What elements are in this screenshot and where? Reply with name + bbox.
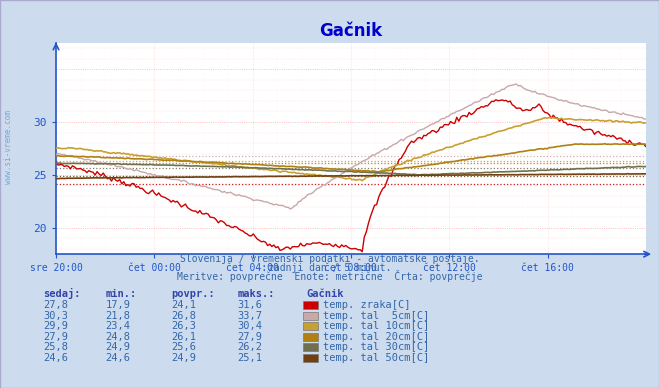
Text: Gačnik: Gačnik: [306, 289, 344, 299]
Text: 26,8: 26,8: [171, 311, 196, 321]
Text: 30,3: 30,3: [43, 311, 68, 321]
Text: 17,9: 17,9: [105, 300, 130, 310]
Text: 31,6: 31,6: [237, 300, 262, 310]
Text: 27,8: 27,8: [43, 300, 68, 310]
Text: 24,8: 24,8: [105, 332, 130, 342]
Text: temp. tal 10cm[C]: temp. tal 10cm[C]: [323, 321, 429, 331]
Text: 24,6: 24,6: [43, 353, 68, 363]
Text: temp. tal 30cm[C]: temp. tal 30cm[C]: [323, 342, 429, 352]
Text: 25,6: 25,6: [171, 342, 196, 352]
Text: Meritve: povprečne  Enote: metrične  Črta: povprečje: Meritve: povprečne Enote: metrične Črta:…: [177, 270, 482, 282]
Text: 23,4: 23,4: [105, 321, 130, 331]
Text: 24,6: 24,6: [105, 353, 130, 363]
Text: temp. zraka[C]: temp. zraka[C]: [323, 300, 411, 310]
Text: povpr.:: povpr.:: [171, 289, 215, 299]
Text: 33,7: 33,7: [237, 311, 262, 321]
Text: 29,9: 29,9: [43, 321, 68, 331]
Title: Gačnik: Gačnik: [320, 22, 382, 40]
Text: www.si-vreme.com: www.si-vreme.com: [4, 111, 13, 184]
Text: 24,1: 24,1: [171, 300, 196, 310]
Text: 27,9: 27,9: [43, 332, 68, 342]
Text: 25,8: 25,8: [43, 342, 68, 352]
Text: 26,2: 26,2: [237, 342, 262, 352]
Text: maks.:: maks.:: [237, 289, 275, 299]
Text: 24,9: 24,9: [105, 342, 130, 352]
Text: 30,4: 30,4: [237, 321, 262, 331]
Text: temp. tal  5cm[C]: temp. tal 5cm[C]: [323, 311, 429, 321]
Text: 26,1: 26,1: [171, 332, 196, 342]
Text: 26,3: 26,3: [171, 321, 196, 331]
Text: sedaj:: sedaj:: [43, 288, 80, 299]
Text: temp. tal 20cm[C]: temp. tal 20cm[C]: [323, 332, 429, 342]
Text: 25,1: 25,1: [237, 353, 262, 363]
Text: temp. tal 50cm[C]: temp. tal 50cm[C]: [323, 353, 429, 363]
Text: Slovenija / vremenski podatki - avtomatske postaje.: Slovenija / vremenski podatki - avtomats…: [180, 254, 479, 264]
Text: zadnji dan / 5 minut.: zadnji dan / 5 minut.: [268, 263, 391, 273]
Text: min.:: min.:: [105, 289, 136, 299]
Text: 27,9: 27,9: [237, 332, 262, 342]
Text: 24,9: 24,9: [171, 353, 196, 363]
Text: 21,8: 21,8: [105, 311, 130, 321]
